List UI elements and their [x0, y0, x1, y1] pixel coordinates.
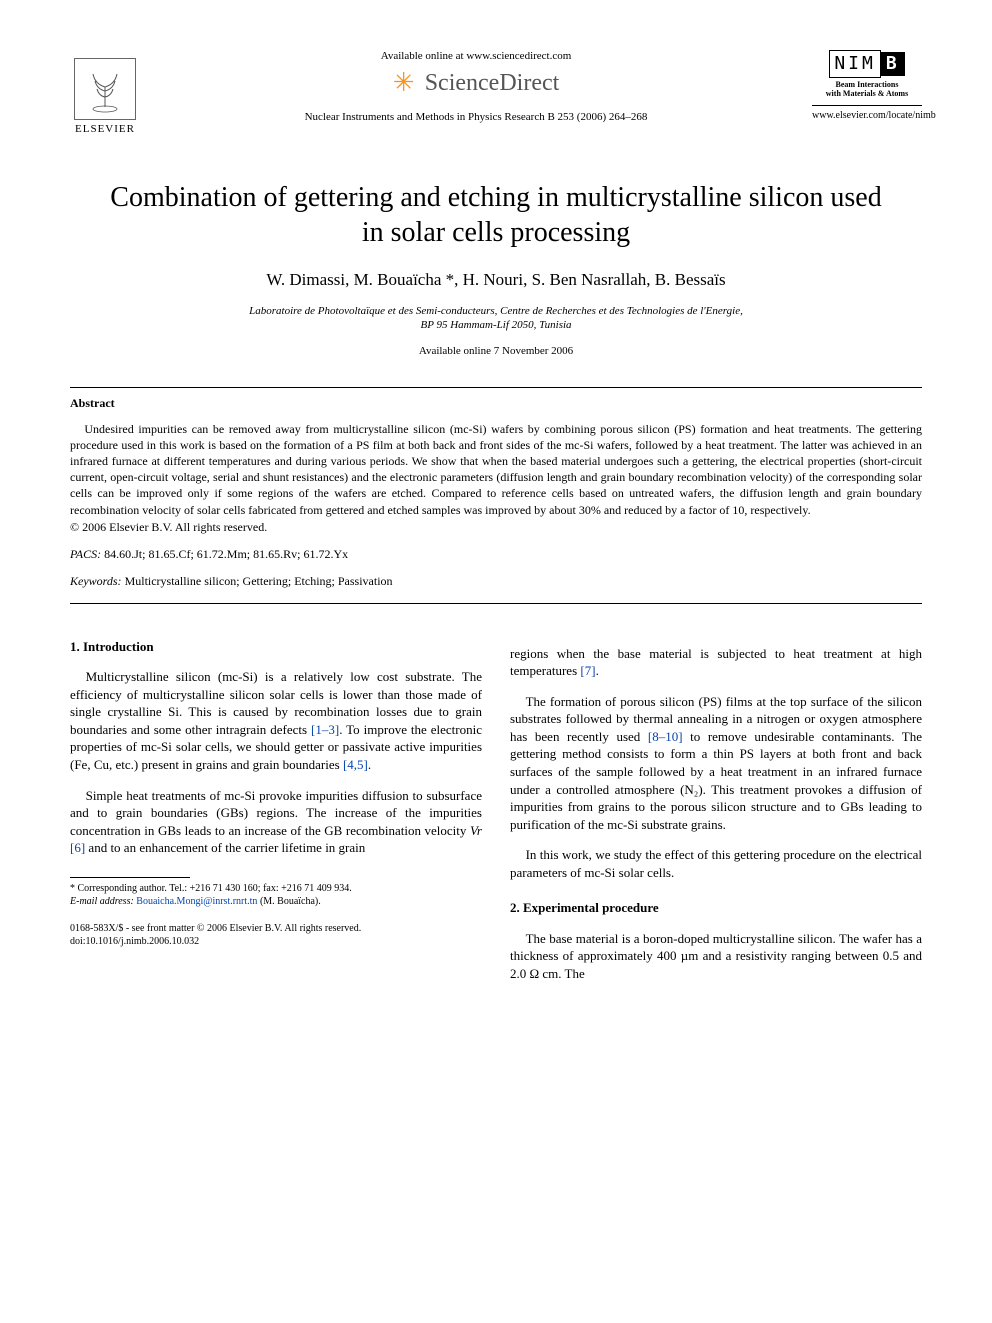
journal-reference: Nuclear Instruments and Methods in Physi…	[140, 111, 812, 123]
nimb-subtitle-1: Beam Interactions	[812, 80, 922, 90]
front-matter-line: 0168-583X/$ - see front matter © 2006 El…	[70, 922, 482, 935]
abstract-body: Undesired impurities can be removed away…	[70, 421, 922, 518]
col2-paragraph-3: In this work, we study the effect of thi…	[510, 846, 922, 881]
sciencedirect-burst-icon	[393, 71, 419, 97]
elsevier-logo: ELSEVIER	[70, 50, 140, 135]
email-link[interactable]: Bouaicha.Mongi@inrst.rnrt.tn	[136, 896, 257, 907]
nimb-letters: NIM	[829, 50, 881, 78]
keywords-line: Keywords: Multicrystalline silicon; Gett…	[70, 574, 922, 589]
abstract-heading: Abstract	[70, 396, 922, 411]
footnote-rule	[70, 877, 190, 878]
journal-url[interactable]: www.elsevier.com/locate/nimb	[812, 110, 922, 122]
abstract-copyright: © 2006 Elsevier B.V. All rights reserved…	[70, 520, 922, 535]
nimb-logo-box: NIMB Beam Interactions with Materials & …	[812, 50, 922, 122]
keywords-label: Keywords:	[70, 574, 122, 588]
nimb-b: B	[881, 52, 905, 76]
available-online-text: Available online at www.sciencedirect.co…	[140, 50, 812, 62]
doi-block: 0168-583X/$ - see front matter © 2006 El…	[70, 922, 482, 948]
ref-link[interactable]: [8–10]	[648, 729, 683, 744]
experimental-heading: 2. Experimental procedure	[510, 899, 922, 917]
available-date: Available online 7 November 2006	[70, 345, 922, 357]
email-label: E-mail address:	[70, 896, 134, 907]
pacs-value: 84.60.Jt; 81.65.Cf; 61.72.Mm; 81.65.Rv; …	[104, 547, 348, 561]
intro-paragraph-2: Simple heat treatments of mc-Si provoke …	[70, 787, 482, 857]
authors: W. Dimassi, M. Bouaïcha *, H. Nouri, S. …	[70, 270, 922, 290]
ref-link[interactable]: [4,5]	[343, 757, 368, 772]
keywords-value: Multicrystalline silicon; Gettering; Etc…	[125, 574, 393, 588]
affiliation-line-2: BP 95 Hammam-Lif 2050, Tunisia	[70, 318, 922, 332]
ref-link[interactable]: [6]	[70, 840, 85, 855]
ref-link[interactable]: [7]	[580, 663, 595, 678]
body-columns: 1. Introduction Multicrystalline silicon…	[70, 632, 922, 985]
doi-line: doi:10.1016/j.nimb.2006.10.032	[70, 935, 482, 948]
divider	[70, 387, 922, 388]
col2-paragraph-2: The formation of porous silicon (PS) fil…	[510, 693, 922, 833]
divider	[70, 603, 922, 604]
center-header: Available online at www.sciencedirect.co…	[140, 50, 812, 123]
elsevier-tree-icon	[74, 58, 136, 120]
elsevier-label: ELSEVIER	[75, 123, 135, 135]
pacs-label: PACS:	[70, 547, 101, 561]
affiliation-line-1: Laboratoire de Photovoltaïque et des Sem…	[70, 304, 922, 318]
col2-paragraph-1: regions when the base material is subjec…	[510, 645, 922, 680]
sciencedirect-text: ScienceDirect	[425, 70, 560, 97]
corresponding-author-footnote: * Corresponding author. Tel.: +216 71 43…	[70, 882, 482, 908]
left-column: 1. Introduction Multicrystalline silicon…	[70, 632, 482, 985]
sciencedirect-logo: ScienceDirect	[140, 70, 812, 97]
corr-author-line: * Corresponding author. Tel.: +216 71 43…	[70, 882, 482, 895]
article-title: Combination of gettering and etching in …	[110, 180, 882, 250]
ref-link[interactable]: [1–3]	[311, 722, 339, 737]
nimb-subtitle-2: with Materials & Atoms	[812, 89, 922, 99]
header-row: ELSEVIER Available online at www.science…	[70, 50, 922, 135]
intro-paragraph-1: Multicrystalline silicon (mc-Si) is a re…	[70, 668, 482, 773]
experimental-paragraph-1: The base material is a boron-doped multi…	[510, 930, 922, 983]
email-name: (M. Bouaïcha).	[260, 896, 321, 907]
affiliation: Laboratoire de Photovoltaïque et des Sem…	[70, 304, 922, 333]
intro-heading: 1. Introduction	[70, 638, 482, 656]
pacs-line: PACS: 84.60.Jt; 81.65.Cf; 61.72.Mm; 81.6…	[70, 547, 922, 562]
right-column: regions when the base material is subjec…	[510, 632, 922, 985]
